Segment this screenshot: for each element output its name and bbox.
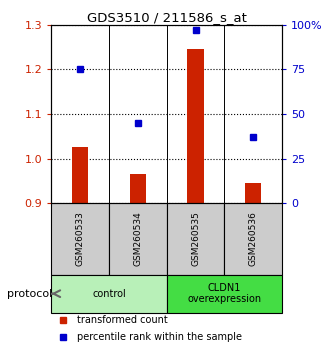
Bar xyxy=(167,275,282,313)
Title: GDS3510 / 211586_s_at: GDS3510 / 211586_s_at xyxy=(87,11,247,24)
Text: transformed count: transformed count xyxy=(77,314,167,325)
Bar xyxy=(51,203,109,275)
Text: GSM260536: GSM260536 xyxy=(249,211,258,266)
Bar xyxy=(51,275,167,313)
Text: GSM260534: GSM260534 xyxy=(133,211,142,266)
Bar xyxy=(72,147,88,203)
Bar xyxy=(167,203,224,275)
Text: GSM260533: GSM260533 xyxy=(76,211,84,266)
Text: CLDN1
overexpression: CLDN1 overexpression xyxy=(187,283,261,304)
Bar xyxy=(245,183,261,203)
Bar xyxy=(130,174,146,203)
Text: control: control xyxy=(92,289,126,299)
Text: protocol: protocol xyxy=(7,289,52,299)
Bar xyxy=(187,49,204,203)
Text: percentile rank within the sample: percentile rank within the sample xyxy=(77,332,242,342)
Bar xyxy=(109,203,167,275)
Text: GSM260535: GSM260535 xyxy=(191,211,200,266)
Bar xyxy=(224,203,282,275)
